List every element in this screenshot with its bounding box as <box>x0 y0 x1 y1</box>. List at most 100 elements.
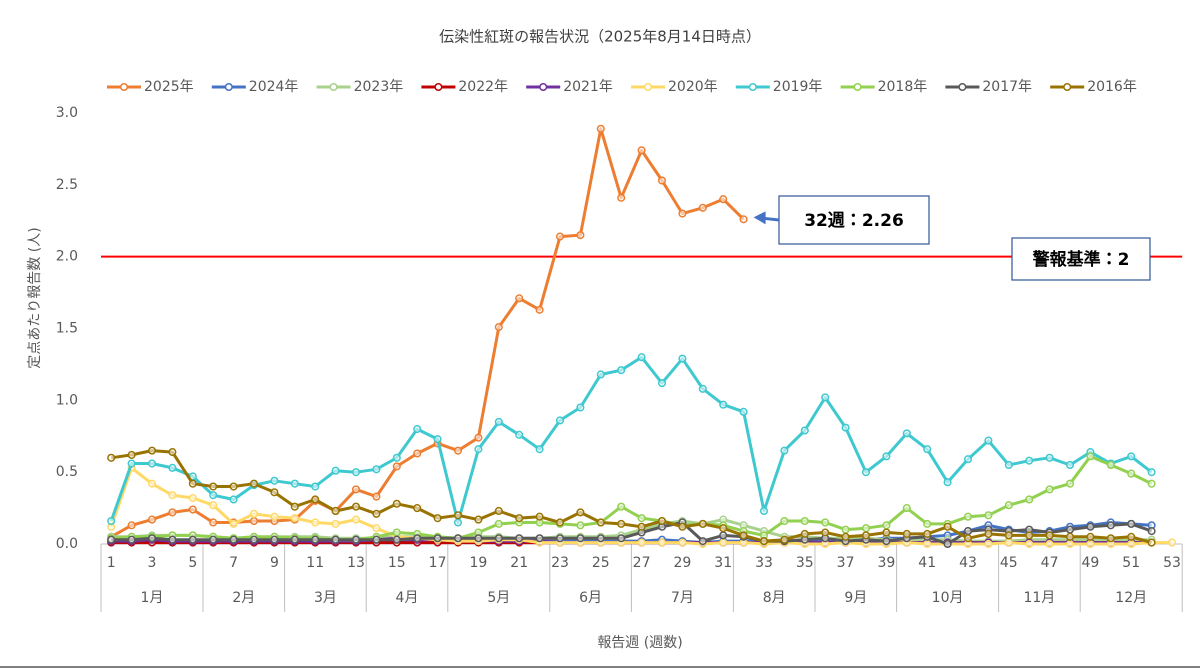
data-point <box>555 416 565 425</box>
data-point <box>209 518 218 527</box>
data-point <box>392 453 401 462</box>
data-point <box>453 534 463 543</box>
data-point <box>351 535 361 544</box>
data-point <box>494 417 503 426</box>
data-point <box>841 525 850 534</box>
x-axis-label: 報告週 (週数) <box>597 635 682 651</box>
data-point <box>800 426 809 435</box>
data-point <box>290 502 299 511</box>
month-label: 7月 <box>671 590 694 606</box>
data-point <box>127 459 136 468</box>
data-point <box>515 514 524 523</box>
data-point <box>1127 532 1136 541</box>
data-point <box>882 521 891 530</box>
data-point <box>535 445 544 454</box>
data-point <box>372 492 381 501</box>
data-point <box>841 532 850 541</box>
data-point <box>413 425 422 434</box>
data-point <box>678 354 687 363</box>
legend-label: 2022年 <box>458 79 508 95</box>
data-point <box>1086 452 1095 461</box>
data-point <box>923 539 932 549</box>
data-point <box>1147 527 1156 536</box>
data-point <box>555 232 565 241</box>
legend-label: 2017年 <box>982 79 1032 95</box>
series-line <box>111 454 1153 542</box>
data-point <box>107 535 116 544</box>
data-point <box>1025 495 1034 504</box>
x-tick-label: 15 <box>388 555 406 571</box>
data-point <box>453 518 463 527</box>
data-point <box>331 519 340 528</box>
data-point <box>719 195 728 204</box>
data-point <box>1045 453 1054 462</box>
legend-marker <box>748 82 757 92</box>
data-point <box>657 379 667 388</box>
data-point <box>1106 521 1115 530</box>
data-point <box>943 522 952 531</box>
data-point <box>861 531 871 540</box>
data-point <box>392 535 401 544</box>
data-point <box>229 535 238 544</box>
data-point <box>127 450 136 459</box>
data-point <box>1167 538 1177 547</box>
x-tick-label: 25 <box>592 555 610 571</box>
data-point <box>617 366 626 375</box>
data-point <box>1127 519 1136 528</box>
data-point <box>821 518 830 527</box>
legend-marker <box>539 82 548 92</box>
data-point <box>1127 539 1136 549</box>
month-label: 11月 <box>1023 590 1055 606</box>
legend-marker <box>643 82 653 92</box>
data-point <box>841 423 850 432</box>
x-tick-label: 41 <box>918 555 936 571</box>
x-tick-label: 7 <box>229 555 238 571</box>
y-tick-label: 1.5 <box>56 321 78 337</box>
data-point <box>576 508 585 517</box>
data-point <box>147 515 157 524</box>
data-point <box>413 449 422 458</box>
data-point <box>719 524 728 533</box>
chart-title: 伝染性紅斑の報告状況（2025年8月14日時点） <box>439 28 761 46</box>
data-point <box>1025 456 1034 465</box>
x-tick-label: 51 <box>1122 555 1140 571</box>
data-point <box>678 209 687 218</box>
data-point <box>698 519 707 528</box>
x-tick-label: 19 <box>469 555 487 571</box>
x-tick-label: 1 <box>107 555 116 571</box>
data-point <box>637 522 646 531</box>
data-point <box>168 535 177 544</box>
x-tick-label: 21 <box>510 555 528 571</box>
data-point <box>168 463 177 472</box>
data-point <box>1106 534 1115 543</box>
data-point <box>433 534 442 543</box>
data-point <box>657 538 667 547</box>
data-point <box>719 538 728 547</box>
data-point <box>351 515 361 524</box>
data-point <box>1086 532 1095 541</box>
data-point <box>453 446 463 455</box>
data-point <box>555 534 565 543</box>
data-point <box>229 495 238 504</box>
data-point <box>1004 538 1013 547</box>
data-point <box>535 534 544 543</box>
legend-marker <box>1063 82 1072 92</box>
data-point <box>249 509 259 518</box>
data-point <box>678 522 687 531</box>
x-tick-label: 27 <box>633 555 651 571</box>
data-point <box>698 537 707 546</box>
data-point <box>943 539 952 549</box>
legend-marker <box>853 82 862 92</box>
data-point <box>1004 501 1013 510</box>
legend-marker <box>958 82 967 92</box>
legend-marker <box>434 82 443 92</box>
data-point <box>107 516 116 526</box>
data-point <box>984 436 993 445</box>
x-tick-label: 29 <box>673 555 691 571</box>
legend-label: 2019年 <box>773 79 823 95</box>
month-label: 3月 <box>314 590 337 606</box>
y-tick-label: 2.0 <box>56 249 78 265</box>
data-point <box>474 445 483 454</box>
data-point <box>882 537 891 546</box>
